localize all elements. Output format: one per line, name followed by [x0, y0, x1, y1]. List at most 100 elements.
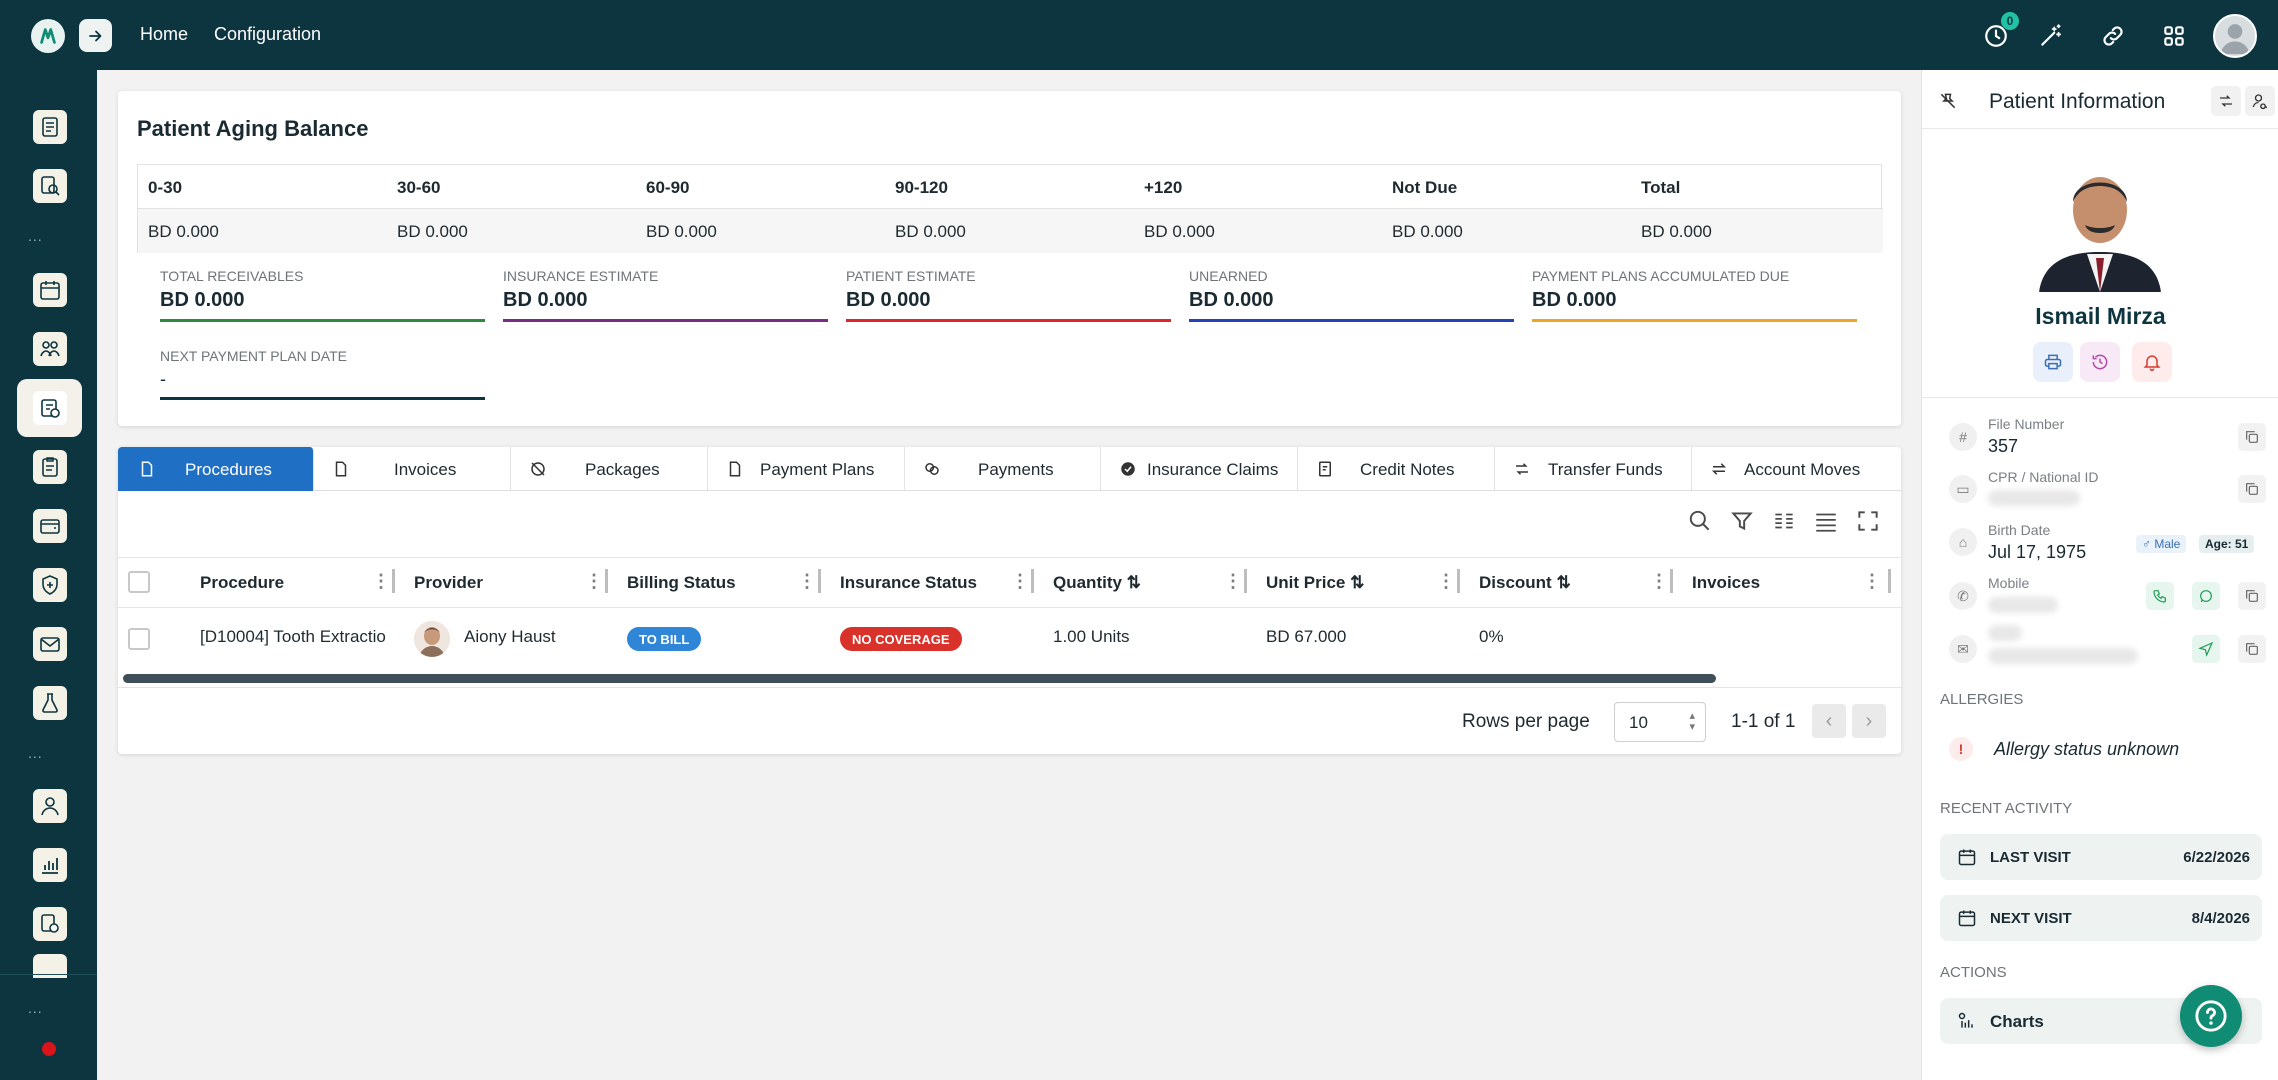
col-resize-handle[interactable] — [818, 569, 821, 593]
next-page-button[interactable]: › — [1852, 704, 1886, 738]
tab-invoices[interactable]: Invoices — [314, 447, 511, 491]
col-discount[interactable]: Discount ⇅ — [1479, 573, 1571, 592]
sidebar-item-billing[interactable] — [17, 379, 82, 437]
copy-file-number-button[interactable] — [2238, 423, 2266, 451]
gender-badge: ♂ Male — [2136, 535, 2187, 553]
rows-per-page-select[interactable]: 10 ▴ ▾ — [1614, 702, 1706, 742]
sidebar-item-dashboard[interactable] — [17, 98, 82, 156]
col-resize-handle[interactable] — [1670, 569, 1673, 593]
sidebar-item-payments[interactable] — [17, 497, 82, 555]
row-checkbox[interactable] — [128, 628, 150, 650]
col-menu-icon[interactable]: ⋮ — [372, 571, 390, 591]
select-all-checkbox[interactable] — [128, 571, 150, 593]
col-menu-icon[interactable]: ⋮ — [585, 571, 603, 591]
columns-icon — [1775, 513, 1793, 529]
sidebar-item-search-patient[interactable] — [17, 157, 82, 215]
tab-payments[interactable]: Payments — [905, 447, 1101, 491]
history-button[interactable] — [2080, 342, 2120, 382]
app-logo[interactable] — [31, 19, 65, 53]
previous-page-button[interactable]: ‹ — [1812, 704, 1846, 738]
switch-patient-button[interactable] — [2211, 86, 2241, 116]
history-icon — [2092, 354, 2108, 370]
nav-home[interactable]: Home — [140, 24, 189, 44]
col-provider[interactable]: Provider — [414, 573, 483, 592]
tab-procedures[interactable]: Procedures — [118, 447, 314, 491]
panel-header-divider — [1922, 128, 2278, 129]
col-resize-handle[interactable] — [605, 569, 608, 593]
sidebar-item-notes[interactable] — [17, 438, 82, 496]
col-resize-handle[interactable] — [1031, 569, 1034, 593]
send-email-button[interactable] — [2192, 635, 2220, 663]
col-menu-icon[interactable]: ⋮ — [1650, 571, 1668, 591]
columns-button[interactable] — [1771, 508, 1797, 534]
col-quantity[interactable]: Quantity ⇅ — [1053, 573, 1141, 592]
apps-grid-button[interactable] — [2159, 21, 2189, 51]
sidebar-item-calendar[interactable] — [17, 261, 82, 319]
transfer-icon — [1516, 463, 1528, 475]
fullscreen-button[interactable] — [1855, 508, 1881, 534]
aging-col-60-90: 60-90 — [646, 178, 690, 197]
magic-wand-button[interactable] — [2036, 21, 2066, 51]
col-resize-handle[interactable] — [1888, 569, 1891, 593]
table-row[interactable]: [D10004] Tooth Extractio — [200, 627, 398, 647]
sidebar-item-lab[interactable] — [17, 674, 82, 732]
expand-sidebar-button[interactable] — [79, 19, 112, 52]
unpin-icon — [1940, 93, 1956, 109]
next-visit-item[interactable]: NEXT VISIT 8/4/2026 — [1940, 895, 2262, 941]
col-resize-handle[interactable] — [1244, 569, 1247, 593]
filter-button[interactable] — [1729, 508, 1755, 534]
col-resize-handle[interactable] — [1457, 569, 1460, 593]
sidebar-item-insurance[interactable] — [17, 556, 82, 614]
copy-mobile-button[interactable] — [2238, 582, 2266, 610]
aging-col-not-due: Not Due — [1392, 178, 1458, 197]
col-procedure[interactable]: Procedure — [200, 573, 285, 592]
col-billing-status[interactable]: Billing Status — [627, 573, 736, 592]
aging-header-row: 0-30 30-60 60-90 90-120 +120 Not Due Tot… — [138, 165, 1883, 209]
tab-insurance-claims[interactable]: Insurance Claims — [1101, 447, 1298, 491]
bell-icon — [2143, 355, 2161, 372]
col-menu-icon[interactable]: ⋮ — [1437, 571, 1455, 591]
aging-balance-title: Patient Aging Balance — [137, 116, 369, 141]
whatsapp-button[interactable] — [2192, 582, 2220, 610]
metric-label: NEXT PAYMENT PLAN DATE — [160, 348, 347, 364]
col-resize-handle[interactable] — [392, 569, 395, 593]
provider-cell: Aiony Haust — [464, 627, 556, 646]
history-button[interactable]: 0 — [1981, 12, 2019, 51]
last-visit-item[interactable]: LAST VISIT 6/22/2026 — [1940, 834, 2262, 880]
alert-button[interactable] — [2132, 342, 2172, 382]
table-header-bottom-line — [118, 607, 1901, 608]
print-button[interactable] — [2033, 342, 2073, 382]
col-unit-price[interactable]: Unit Price ⇅ — [1266, 573, 1365, 592]
col-menu-icon[interactable]: ⋮ — [1224, 571, 1242, 591]
link-button[interactable] — [2098, 21, 2128, 51]
sidebar-item-staff[interactable] — [17, 320, 82, 378]
col-menu-icon[interactable]: ⋮ — [798, 571, 816, 591]
tab-label: Insurance Claims — [1147, 460, 1279, 479]
copy-cpr-button[interactable] — [2238, 475, 2266, 503]
horizontal-scrollbar[interactable] — [123, 674, 1716, 683]
tab-transfer-funds[interactable]: Transfer Funds — [1495, 447, 1692, 491]
unpin-panel-button[interactable] — [1933, 86, 1963, 116]
sidebar-item-settings[interactable] — [17, 895, 82, 953]
help-button[interactable] — [2180, 985, 2242, 1047]
sidebar-item-messages[interactable] — [17, 615, 82, 673]
tab-payment-plans[interactable]: Payment Plans — [708, 447, 905, 491]
col-insurance-status[interactable]: Insurance Status — [840, 573, 977, 592]
note-icon — [1319, 461, 1331, 477]
tab-account-moves[interactable]: Account Moves — [1692, 447, 1901, 491]
call-button[interactable] — [2146, 582, 2174, 610]
search-button[interactable] — [1687, 508, 1713, 534]
patient-profile-button[interactable] — [2245, 86, 2275, 116]
tab-credit-notes[interactable]: Credit Notes — [1298, 447, 1495, 491]
nav-configuration[interactable]: Configuration — [214, 24, 322, 44]
col-invoices[interactable]: Invoices — [1692, 573, 1761, 592]
tab-packages[interactable]: Packages — [511, 447, 708, 491]
copy-email-button[interactable] — [2238, 635, 2266, 663]
col-menu-icon[interactable]: ⋮ — [1863, 571, 1881, 591]
metric-underline — [1189, 319, 1514, 322]
user-avatar[interactable] — [2213, 14, 2257, 58]
col-menu-icon[interactable]: ⋮ — [1011, 571, 1029, 591]
sidebar-item-reports[interactable] — [17, 836, 82, 894]
density-button[interactable] — [1813, 508, 1839, 534]
sidebar-item-patients[interactable] — [17, 777, 82, 835]
